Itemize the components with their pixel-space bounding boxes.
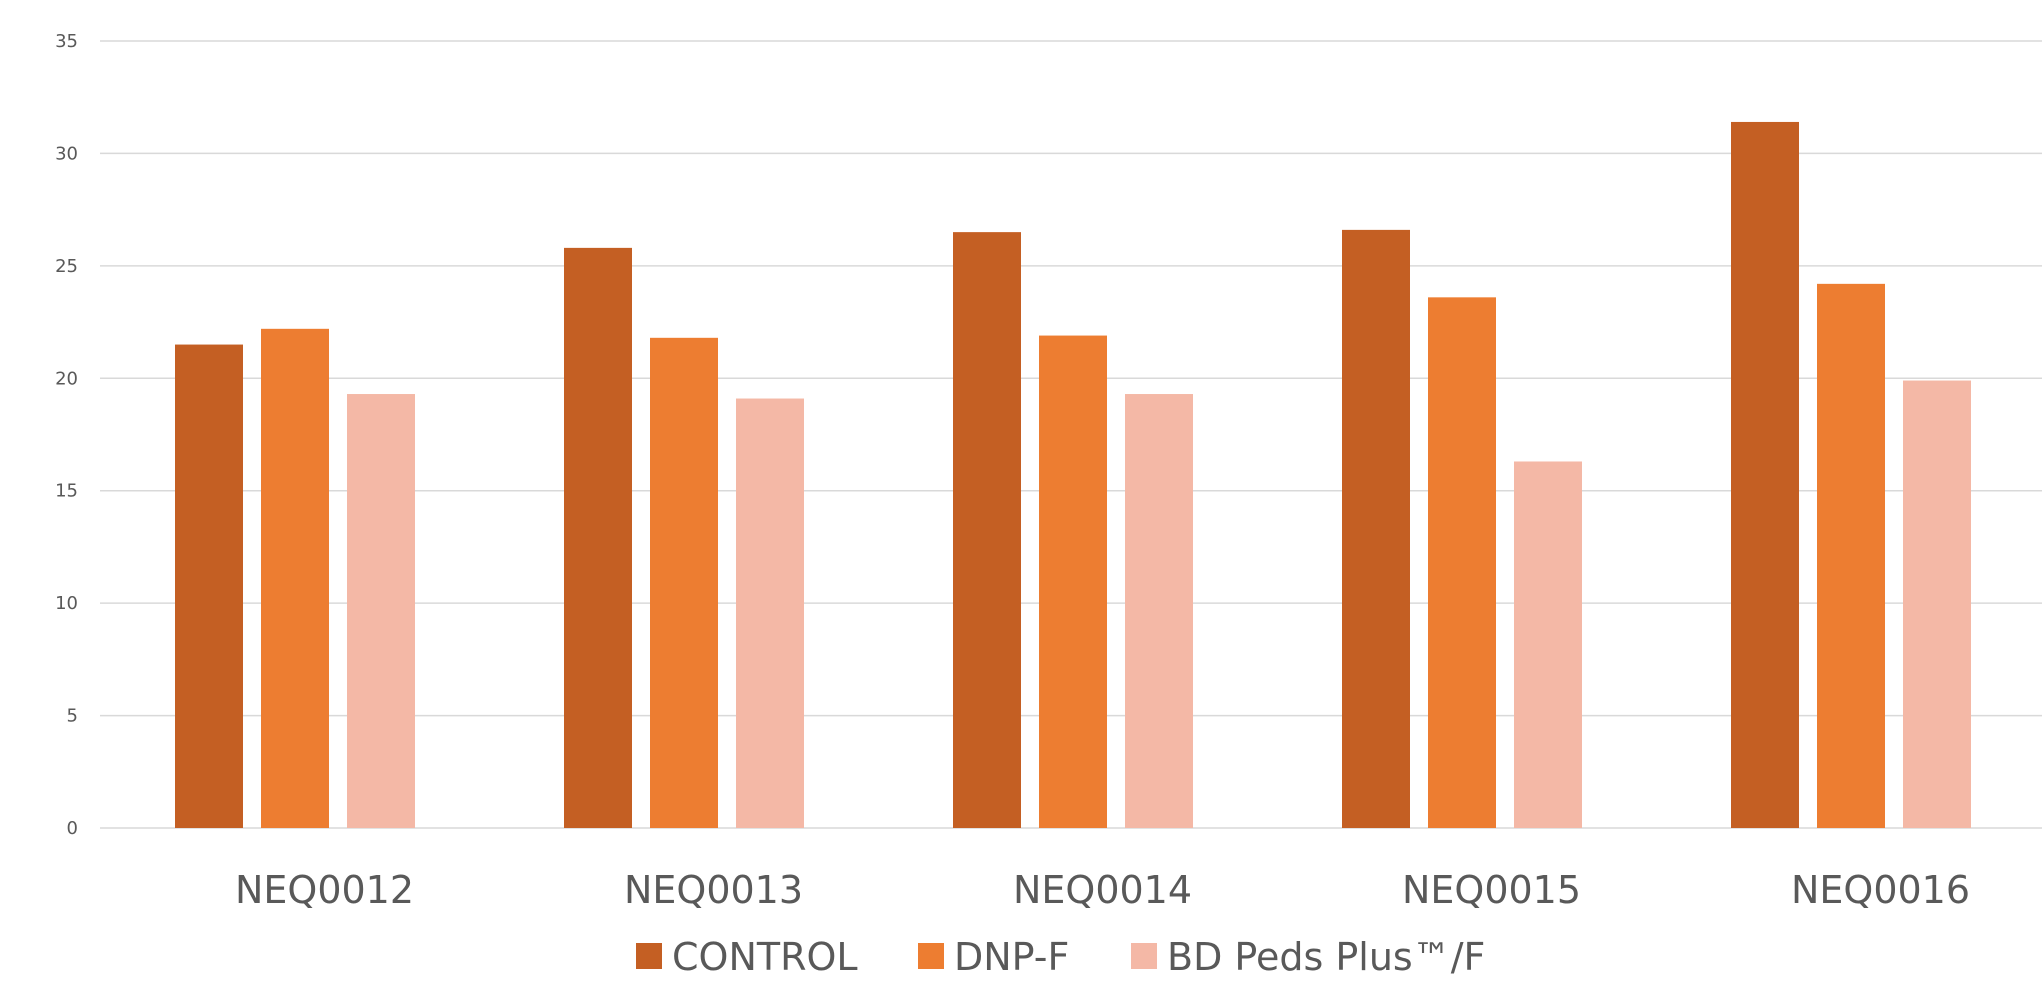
x-category-label: NEQ0013 — [624, 868, 803, 912]
x-category-label: NEQ0012 — [235, 868, 414, 912]
y-tick-label: 35 — [55, 31, 78, 52]
bar-bd-peds-plus-f — [1514, 461, 1582, 828]
bar-bd-peds-plus-f — [347, 394, 415, 828]
bar-bd-peds-plus-f — [1125, 394, 1193, 828]
legend-label: DNP-F — [954, 935, 1069, 979]
y-tick-label: 5 — [67, 706, 78, 727]
y-tick-label: 20 — [55, 368, 78, 389]
bar-dnp-f — [1817, 283, 1885, 828]
x-axis-categories: NEQ0012 NEQ0013 NEQ0014 NEQ0015 NEQ0016 — [235, 868, 1970, 912]
y-tick-label: 15 — [55, 481, 78, 502]
y-tick-label: 0 — [67, 818, 78, 839]
bar-control — [1731, 121, 1799, 829]
bar-control — [953, 232, 1021, 829]
x-category-label: NEQ0016 — [1791, 868, 1970, 912]
bar-dnp-f — [261, 328, 329, 828]
x-category-label: NEQ0014 — [1013, 868, 1192, 912]
bars — [175, 121, 1971, 829]
legend-swatch — [636, 943, 662, 969]
y-axis-ticks: 0 5 10 15 20 25 30 35 — [55, 31, 78, 839]
legend-swatch — [1131, 943, 1157, 969]
bar-bd-peds-plus-f — [736, 398, 804, 828]
y-tick-label: 10 — [55, 593, 78, 614]
y-tick-label: 30 — [55, 143, 78, 164]
y-tick-label: 25 — [55, 256, 78, 277]
bar-dnp-f — [650, 337, 718, 828]
x-category-label: NEQ0015 — [1402, 868, 1581, 912]
bar-dnp-f — [1428, 297, 1496, 828]
bar-dnp-f — [1039, 335, 1107, 828]
legend-label: BD Peds Plus™/F — [1167, 935, 1485, 979]
legend-swatch — [918, 943, 944, 969]
legend: CONTROL DNP-F BD Peds Plus™/F — [636, 935, 1485, 979]
bar-control — [1342, 229, 1410, 828]
legend-label: CONTROL — [672, 935, 858, 979]
bar-control — [564, 247, 632, 828]
bar-control — [175, 344, 243, 828]
bar-bd-peds-plus-f — [1903, 380, 1971, 828]
